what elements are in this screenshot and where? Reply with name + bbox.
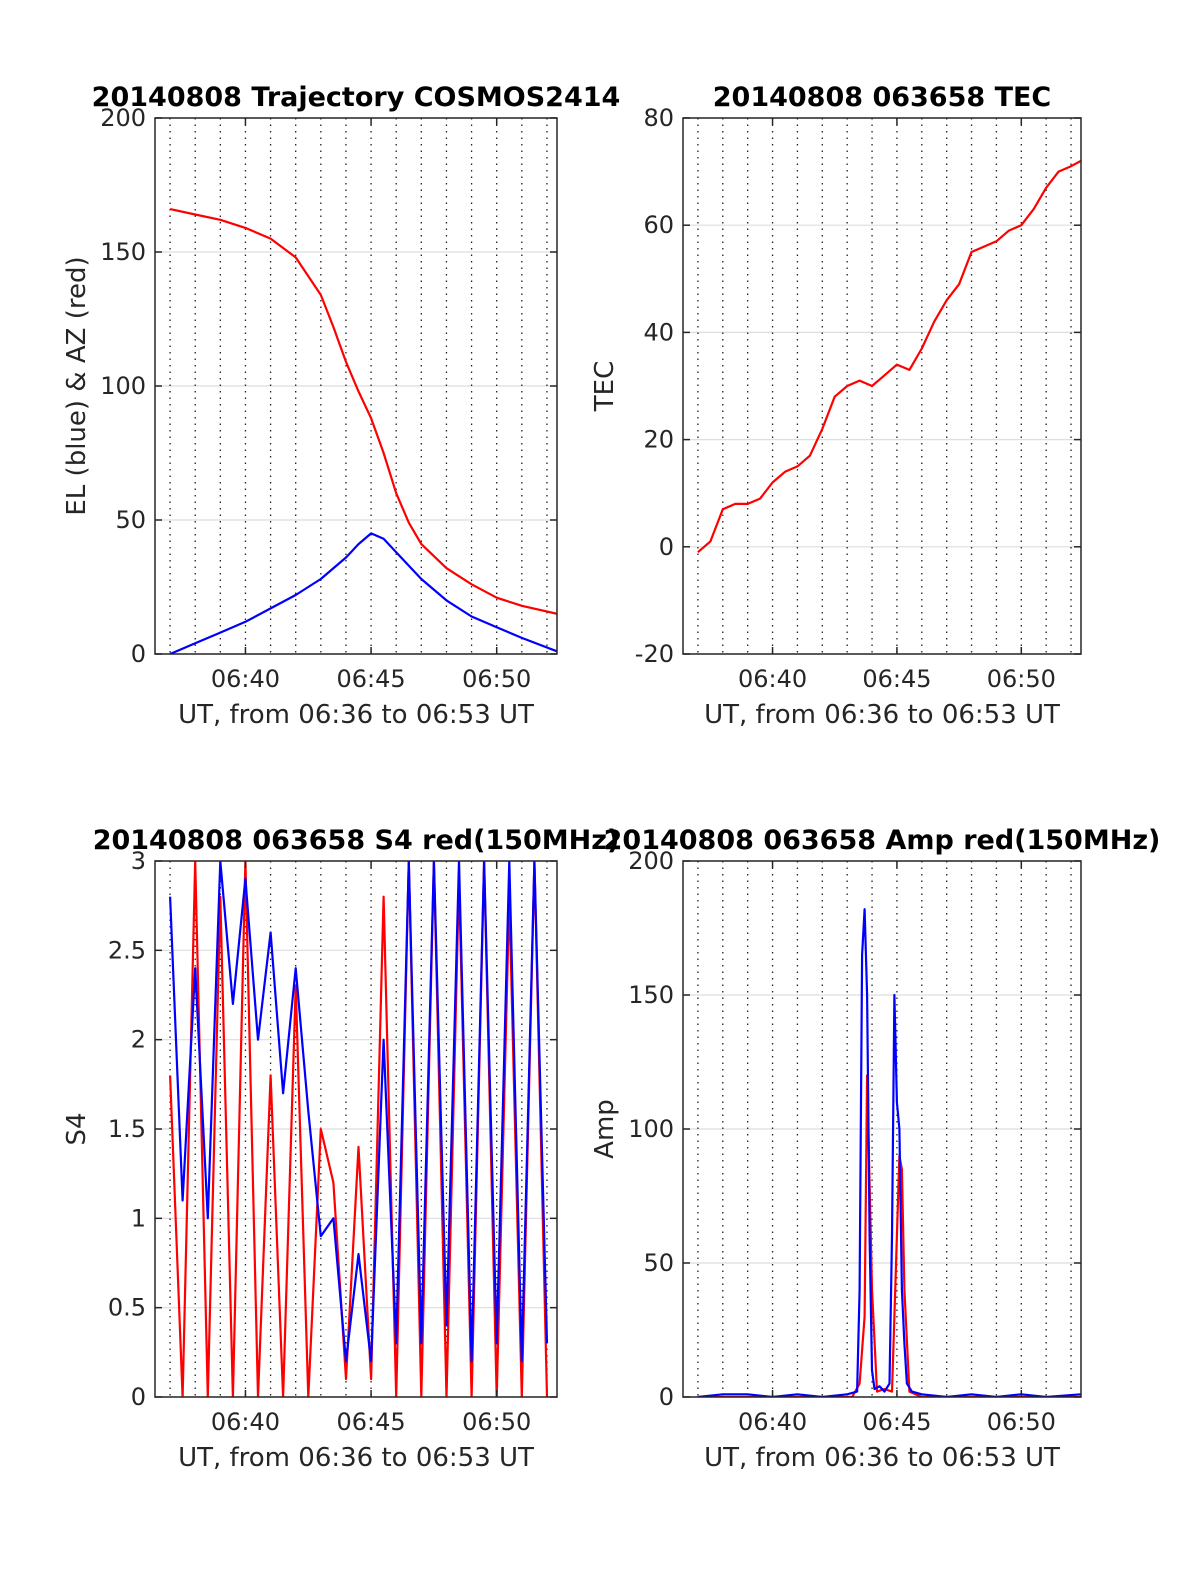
y-tick-label: 2.5 [108,936,146,964]
series-line-1 [169,208,557,615]
y-tick-label: 50 [643,1249,674,1277]
chart-panel-3: 0 0.5 1 1.5 2 2.5 3 06:40 06:45 06:50 20140808 063… [62,825,619,1473]
y-tick-label: 40 [643,318,674,346]
series-line-1 [697,159,1081,554]
series-line-2 [169,532,557,654]
y-tick-label: 60 [643,211,674,239]
y-tick-label: 0 [659,533,674,561]
y-tick-label: 50 [115,506,146,534]
y-axis-label: TEC [590,361,620,412]
series-line-1 [169,861,549,1397]
x-tick-label: 06:50 [987,665,1056,693]
x-axis-label: UT, from 06:36 to 06:53 UT [178,1443,534,1473]
x-tick-label: 06:50 [462,665,531,693]
y-tick-label: 100 [628,1115,674,1143]
chart-panel-4: 0 50 100 150 200 06:40 06:45 06:50 20140808 0636… [590,825,1160,1473]
x-tick-label: 06:45 [862,1408,931,1436]
y-tick-label: 100 [100,372,146,400]
chart-title: 20140808 063658 Amp red(150MHz) [604,825,1161,856]
series-line-2 [169,861,549,1363]
x-axis-label: UT, from 06:36 to 06:53 UT [178,700,534,730]
y-tick-label: 200 [100,104,146,132]
series-line-1 [697,1074,1081,1397]
chart-panel-1: 0 50 100 150 200 06:40 06:45 06:50 20140808 Traj… [62,82,620,730]
y-axis-label: EL (blue) & AZ (red) [62,256,92,515]
y-tick-label: 20 [643,426,674,454]
x-tick-label: 06:45 [336,665,405,693]
y-tick-label: -20 [635,640,674,668]
y-tick-label: 0 [131,640,146,668]
y-axis-label: S4 [62,1112,92,1145]
y-tick-label: 2 [131,1026,146,1054]
y-tick-label: 150 [628,981,674,1009]
y-tick-label: 0 [131,1383,146,1411]
y-tick-label: 1 [131,1204,146,1232]
x-tick-label: 06:40 [211,1408,280,1436]
x-tick-label: 06:50 [987,1408,1056,1436]
y-axis-label: Amp [590,1099,620,1159]
y-tick-label: 0 [659,1383,674,1411]
y-tick-label: 1.5 [108,1115,146,1143]
y-tick-label: 200 [628,847,674,875]
chart-title: 20140808 063658 S4 red(150MHz) [93,825,620,856]
x-tick-label: 06:40 [211,665,280,693]
x-axis-label: UT, from 06:36 to 06:53 UT [704,1443,1060,1473]
chart-panel-2: -20 0 20 40 60 80 06:40 06:45 06:50 20140808 0636… [590,82,1082,730]
x-tick-label: 06:40 [738,665,807,693]
y-tick-label: 0.5 [108,1294,146,1322]
y-tick-label: 150 [100,238,146,266]
y-tick-label: 3 [131,847,146,875]
series-line-2 [697,908,1081,1397]
y-tick-label: 80 [643,104,674,132]
chart-title: 20140808 Trajectory COSMOS2414 [92,82,621,113]
x-tick-label: 06:45 [336,1408,405,1436]
axes-frame [682,117,1082,655]
x-tick-label: 06:40 [738,1408,807,1436]
x-axis-label: UT, from 06:36 to 06:53 UT [704,700,1060,730]
x-tick-label: 06:45 [862,665,931,693]
plot-area [683,118,1081,654]
chart-title: 20140808 063658 TEC [713,82,1052,113]
x-tick-label: 06:50 [462,1408,531,1436]
